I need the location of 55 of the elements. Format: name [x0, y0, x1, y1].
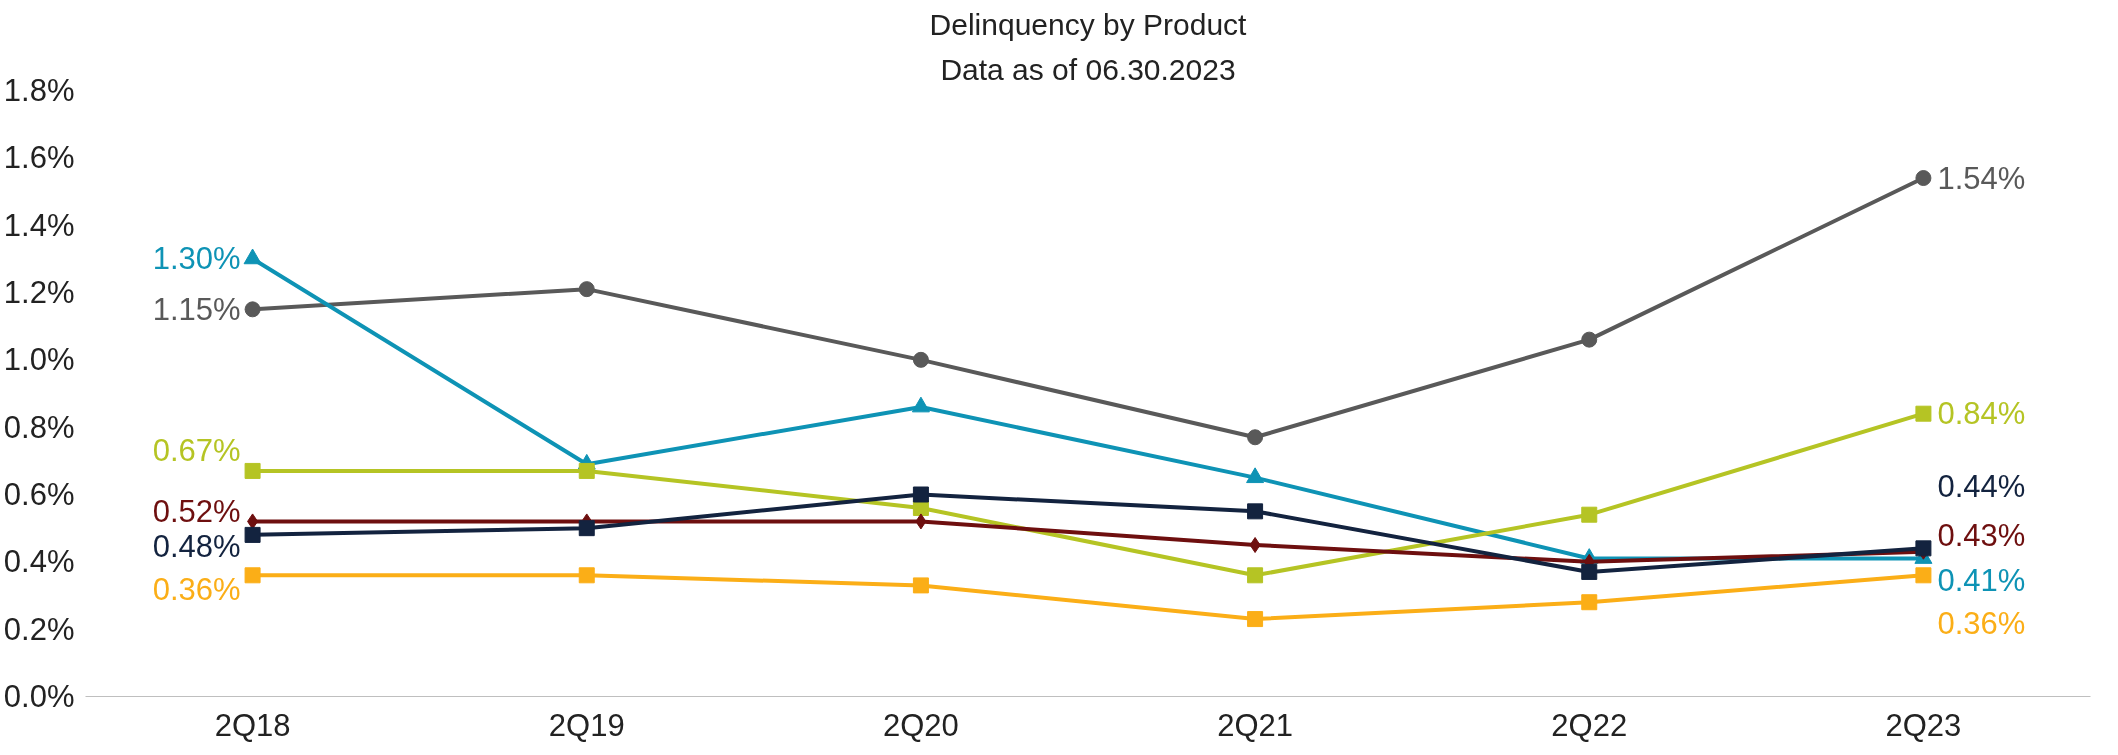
data-label: 0.48% [152, 529, 241, 565]
y-tick-label: 0.2% [3, 611, 75, 647]
data-label: 1.30% [152, 241, 241, 277]
point [1915, 405, 1932, 422]
chart-title: Delinquency by Product [929, 7, 1248, 41]
chart-subtitle: Data as of 06.30.2023 [940, 52, 1236, 86]
x-tick-label: 2Q18 [214, 707, 291, 743]
data-label: 0.67% [152, 433, 241, 469]
point [578, 462, 595, 479]
data-label: 1.15% [152, 291, 241, 327]
y-tick-label: 0.6% [3, 477, 75, 512]
data-label: 0.41% [1937, 562, 2026, 598]
y-tick-label: 1.6% [3, 140, 75, 176]
point [1247, 429, 1264, 446]
x-tick-label: 2Q21 [1217, 707, 1294, 743]
point [912, 577, 929, 594]
point [1581, 594, 1598, 611]
point [1581, 331, 1598, 348]
y-tick-label: 1.0% [3, 342, 75, 378]
data-label: 0.36% [1937, 605, 2026, 641]
x-tick-label: 2Q22 [1551, 707, 1628, 743]
x-tick-label: 2Q23 [1885, 707, 1962, 743]
y-tick-label: 0.4% [3, 544, 75, 580]
point [578, 567, 595, 584]
data-label: 0.36% [152, 571, 241, 607]
point [912, 486, 929, 503]
point [1581, 563, 1598, 580]
x-tick-label: 2Q19 [548, 707, 625, 743]
point [1581, 506, 1598, 523]
point [244, 462, 261, 479]
y-tick-label: 0.0% [3, 679, 75, 714]
point [1915, 170, 1932, 187]
point [1247, 611, 1264, 628]
y-tick-label: 1.4% [3, 207, 75, 243]
point [1249, 537, 1261, 553]
data-label: 0.84% [1937, 396, 2026, 432]
point [244, 301, 261, 318]
y-tick-label: 1.2% [3, 275, 75, 310]
point [578, 520, 595, 537]
data-label: 0.43% [1937, 518, 2026, 554]
point [1247, 567, 1264, 584]
point [1247, 503, 1264, 520]
data-label: 0.52% [152, 493, 241, 529]
x-tick-label: 2Q20 [883, 707, 959, 743]
point [578, 281, 595, 298]
point [247, 513, 259, 530]
point [912, 351, 929, 368]
point [1915, 567, 1932, 584]
y-tick-label: 0.8% [3, 409, 75, 445]
point [244, 567, 261, 584]
y-tick-label: 1.8% [3, 73, 75, 108]
point [915, 513, 927, 530]
point [244, 526, 261, 543]
data-label: 1.54% [1937, 160, 2026, 196]
data-label: 0.44% [1937, 468, 2026, 504]
